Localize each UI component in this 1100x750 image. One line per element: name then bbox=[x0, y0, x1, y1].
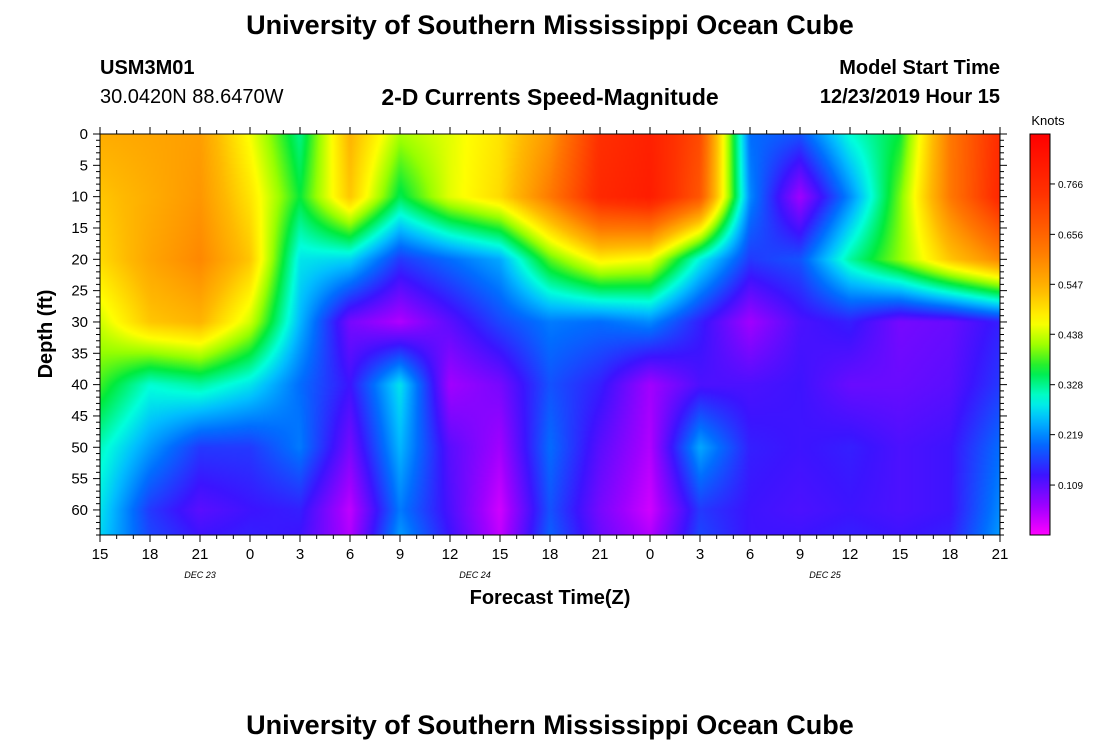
x-tick-label: 21 bbox=[192, 546, 209, 563]
x-tick-label: 15 bbox=[892, 546, 909, 563]
colorbar-tick-label: 0.328 bbox=[1058, 381, 1083, 392]
colorbar: Knots 0.109 0.219 0.328 0.438 0.547 0.656 0.76… bbox=[1029, 113, 1083, 536]
colorbar-tick-label: 0.438 bbox=[1058, 330, 1083, 341]
chart-title-bottom: University of Southern Mississippi Ocean… bbox=[246, 710, 854, 740]
y-axis: 0 5 10 15 20 25 30 35 40 45 50 55 60 bbox=[71, 126, 1007, 536]
colorbar-gradient bbox=[1029, 133, 1051, 536]
colorbar-tick-label: 0.109 bbox=[1058, 481, 1083, 492]
y-tick-label: 40 bbox=[71, 377, 88, 394]
product-title: 2-D Currents Speed-Magnitude bbox=[381, 84, 719, 110]
x-tick-label: 18 bbox=[142, 546, 159, 563]
y-tick-label: 0 bbox=[80, 126, 88, 143]
x-tick-label: 6 bbox=[346, 546, 354, 563]
colorbar-tick-label: 0.219 bbox=[1058, 431, 1083, 442]
y-tick-label: 10 bbox=[71, 189, 88, 206]
x-tick-label: 9 bbox=[396, 546, 404, 563]
x-tick-label: 12 bbox=[442, 546, 459, 563]
x-axis-label: Forecast Time(Z) bbox=[470, 587, 631, 609]
x-date-label: DEC 24 bbox=[459, 570, 491, 580]
x-tick-label: 3 bbox=[296, 546, 304, 563]
heatmap-field bbox=[100, 134, 1000, 535]
x-tick-label: 3 bbox=[696, 546, 704, 563]
x-date-label: DEC 23 bbox=[184, 570, 216, 580]
x-tick-label: 21 bbox=[992, 546, 1009, 563]
colorbar-tick-label: 0.766 bbox=[1058, 180, 1083, 191]
model-start-label: Model Start Time bbox=[839, 57, 1000, 79]
y-tick-label: 15 bbox=[71, 220, 88, 237]
station-coordinates: 30.0420N 88.6470W bbox=[100, 86, 284, 108]
y-tick-label: 25 bbox=[71, 283, 88, 300]
y-tick-label: 45 bbox=[71, 408, 88, 425]
x-tick-label: 12 bbox=[842, 546, 859, 563]
x-axis: 15 18 21 0 3 6 9 12 15 18 21 0 3 6 9 12 15 18 21 DEC 23 DEC … bbox=[92, 127, 1009, 580]
x-tick-label: 6 bbox=[746, 546, 754, 563]
colorbar-tick-label: 0.547 bbox=[1058, 280, 1083, 291]
y-tick-label: 30 bbox=[71, 314, 88, 331]
x-tick-label: 15 bbox=[492, 546, 509, 563]
y-tick-label: 60 bbox=[71, 502, 88, 519]
chart-title-top: University of Southern Mississippi Ocean… bbox=[246, 10, 854, 40]
y-tick-label: 20 bbox=[71, 251, 88, 268]
x-tick-label: 21 bbox=[592, 546, 609, 563]
x-tick-label: 9 bbox=[796, 546, 804, 563]
x-tick-label: 0 bbox=[646, 546, 654, 563]
x-tick-label: 15 bbox=[92, 546, 109, 563]
model-start-value: 12/23/2019 Hour 15 bbox=[819, 86, 1000, 108]
y-axis-label: Depth (ft) bbox=[35, 290, 57, 379]
y-tick-label: 5 bbox=[80, 157, 88, 174]
x-tick-label: 18 bbox=[542, 546, 559, 563]
colorbar-tick-label: 0.656 bbox=[1058, 230, 1083, 241]
x-tick-label: 18 bbox=[942, 546, 959, 563]
y-tick-label: 35 bbox=[71, 345, 88, 362]
colorbar-unit-label: Knots bbox=[1031, 113, 1065, 128]
station-id: USM3M01 bbox=[100, 57, 195, 79]
y-tick-label: 55 bbox=[71, 471, 88, 488]
x-tick-label: 0 bbox=[246, 546, 254, 563]
y-tick-label: 50 bbox=[71, 439, 88, 456]
x-date-label: DEC 25 bbox=[809, 570, 842, 580]
